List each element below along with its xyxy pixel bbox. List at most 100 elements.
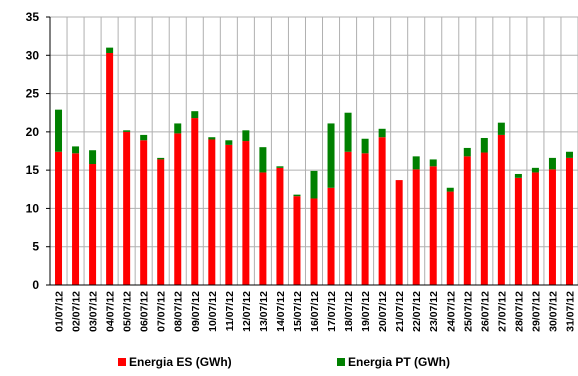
bar-segment-pt	[140, 134, 148, 141]
bar-segment-es	[446, 191, 454, 285]
bar-segment-pt	[412, 156, 420, 170]
x-tick-label: 09/07/12	[190, 291, 202, 332]
x-tick-label: 20/07/12	[377, 291, 389, 332]
bars	[55, 47, 573, 286]
bar-segment-es	[123, 131, 131, 285]
x-tick-label: 26/07/12	[479, 291, 491, 332]
x-tick-label: 02/07/12	[71, 291, 83, 332]
x-tick-label: 16/07/12	[309, 291, 321, 332]
bar-segment-pt	[106, 47, 114, 53]
bar-segment-es	[89, 164, 97, 285]
x-tick-label: 18/07/12	[343, 291, 355, 332]
x-tick-label: 29/07/12	[530, 291, 542, 332]
y-tick-label: 25	[26, 87, 40, 101]
x-tick-label: 04/07/12	[105, 291, 117, 332]
x-tick-label: 01/07/12	[54, 291, 66, 332]
bar-segment-es	[72, 153, 80, 285]
x-tick-label: 08/07/12	[173, 291, 185, 332]
bar-segment-es	[565, 157, 573, 285]
bar-segment-pt	[310, 170, 318, 199]
bar-segment-pt	[565, 151, 573, 158]
bar-segment-pt	[208, 137, 216, 140]
bar-segment-es	[140, 140, 148, 285]
legend-swatch-pt	[337, 358, 345, 366]
bar-segment-pt	[327, 123, 335, 188]
bar-segment-es	[157, 159, 165, 285]
legend-swatch-es	[118, 358, 126, 366]
bar-segment-pt	[531, 167, 539, 173]
axes	[46, 16, 578, 286]
bar-segment-es	[242, 141, 250, 285]
x-tick-label: 24/07/12	[445, 291, 457, 332]
bar-segment-pt	[276, 166, 284, 168]
bar-segment-es	[361, 153, 369, 285]
bar-segment-pt	[123, 130, 131, 132]
bar-segment-pt	[225, 140, 233, 145]
legend-label-es: Energia ES (GWh)	[129, 355, 232, 369]
bar-segment-es	[225, 144, 233, 285]
x-tick-label: 05/07/12	[122, 291, 134, 332]
y-tick-label: 0	[32, 278, 39, 292]
bar-segment-pt	[480, 137, 488, 153]
bar-segment-es	[55, 151, 63, 285]
bar-segment-es	[259, 172, 267, 285]
x-tick-label: 27/07/12	[496, 291, 508, 332]
bar-segment-pt	[89, 150, 97, 165]
bar-segment-pt	[446, 187, 454, 192]
bar-segment-es	[327, 187, 335, 285]
x-tick-label: 25/07/12	[462, 291, 474, 332]
x-tick-label: 06/07/12	[139, 291, 151, 332]
y-tick-label: 20	[26, 125, 40, 139]
bar-segment-es	[548, 169, 556, 285]
x-tick-label: 15/07/12	[292, 291, 304, 332]
bar-segment-es	[514, 177, 522, 285]
x-tick-label: 12/07/12	[241, 291, 253, 332]
bar-segment-pt	[463, 147, 471, 157]
bar-segment-pt	[191, 111, 199, 119]
bar-segment-pt	[514, 173, 522, 178]
bar-segment-es	[208, 139, 216, 285]
y-tick-label: 35	[26, 10, 40, 24]
bar-segment-es	[412, 169, 420, 285]
bar-segment-es	[463, 156, 471, 285]
y-tick-label: 5	[32, 240, 39, 254]
bar-segment-es	[429, 166, 437, 285]
x-tick-label: 19/07/12	[360, 291, 372, 332]
x-tick-label: 13/07/12	[258, 291, 270, 332]
x-tick-label: 28/07/12	[513, 291, 525, 332]
bar-segment-es	[497, 134, 505, 285]
bar-segment-pt	[548, 157, 556, 170]
x-tick-label: 23/07/12	[428, 291, 440, 332]
bar-segment-es	[174, 133, 182, 285]
y-tick-labels: 0 5 10 15 20 25 30 35	[26, 10, 40, 292]
bar-segment-pt	[157, 157, 165, 160]
bar-segment-es	[480, 152, 488, 285]
x-tick-label: 22/07/12	[411, 291, 423, 332]
bar-segment-pt	[429, 159, 437, 167]
bar-segment-pt	[378, 128, 386, 138]
x-tick-label: 10/07/12	[207, 291, 219, 332]
x-tick-label: 03/07/12	[88, 291, 100, 332]
x-tick-label: 31/07/12	[564, 291, 576, 332]
y-tick-label: 15	[26, 163, 40, 177]
x-tick-label: 21/07/12	[394, 291, 406, 332]
stacked-bar-chart: 0 5 10 15 20 25 30 35 01/07/12 02/07/12 03/07/12 0…	[26, 10, 578, 332]
bar-segment-es	[191, 118, 199, 286]
bar-segment-pt	[497, 122, 505, 135]
bar-segment-pt	[72, 146, 80, 154]
y-tick-label: 10	[26, 201, 40, 215]
bar-segment-es	[106, 52, 114, 285]
bar-segment-es	[344, 151, 352, 285]
legend-item-es: Energia ES (GWh)	[118, 355, 232, 369]
x-tick-label: 14/07/12	[275, 291, 287, 332]
bar-segment-pt	[259, 147, 267, 173]
bar-segment-pt	[242, 130, 250, 142]
x-tick-label: 30/07/12	[547, 291, 559, 332]
y-tick-label: 30	[26, 48, 40, 62]
bar-segment-es	[378, 137, 386, 285]
legend-label-pt: Energia PT (GWh)	[348, 355, 450, 369]
gridlines	[50, 16, 578, 285]
bar-segment-es	[310, 198, 318, 285]
bar-segment-es	[276, 167, 284, 285]
legend-item-pt: Energia PT (GWh)	[337, 355, 450, 369]
